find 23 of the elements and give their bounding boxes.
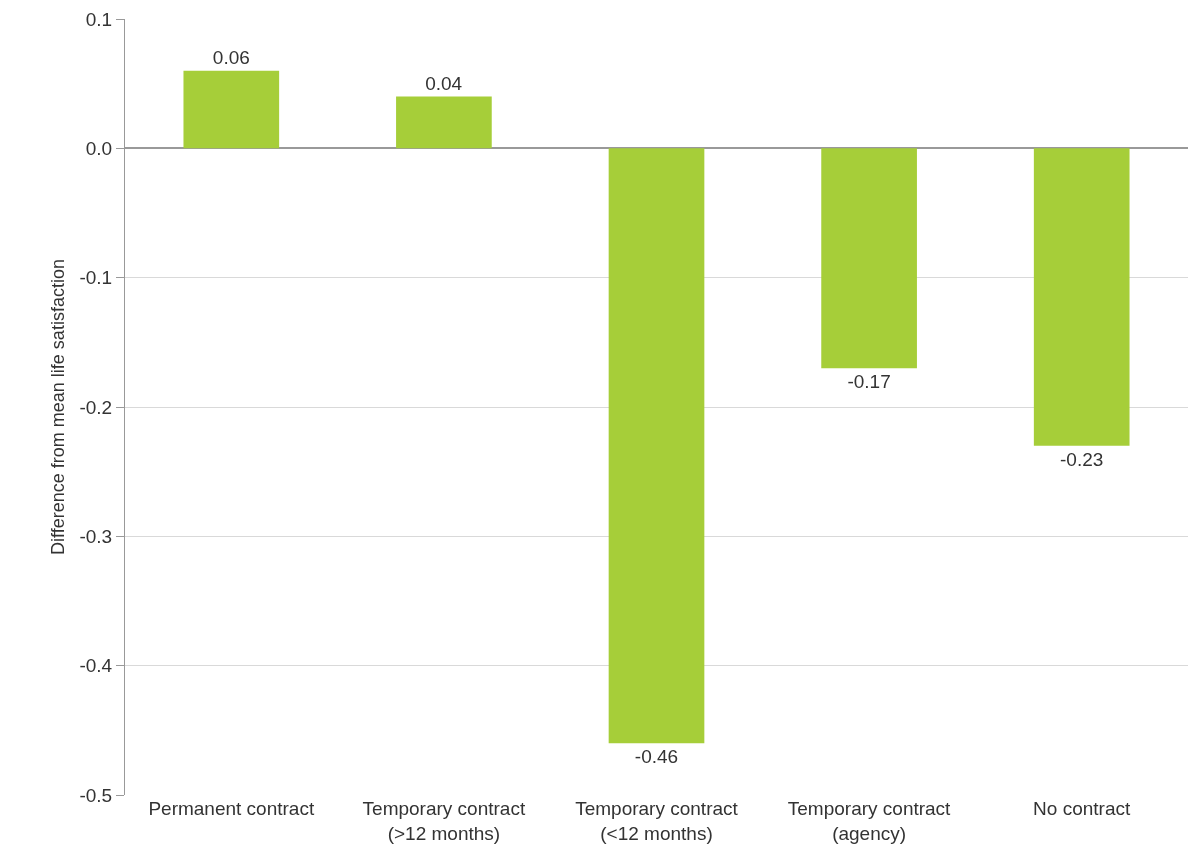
x-tick-label: No contract (1033, 798, 1131, 819)
x-tick-label: Temporary contract (agency) (787, 798, 952, 844)
bar (1033, 148, 1130, 446)
data-label: -0.46 (634, 746, 679, 768)
data-label: 0.04 (425, 72, 463, 94)
bar (608, 148, 705, 744)
y-axis-title: Difference from mean life satisfaction (47, 259, 68, 555)
y-tick-label: -0.5 (79, 784, 113, 806)
data-label: -0.23 (1060, 448, 1104, 470)
bar (821, 148, 917, 369)
data-label: 0.06 (212, 46, 250, 68)
bar (396, 96, 492, 149)
x-tick-label: Temporary contract (<12 months) (575, 798, 739, 844)
data-label: -0.17 (847, 371, 891, 393)
bar (183, 70, 280, 149)
y-tick-label: -0.1 (79, 267, 113, 289)
x-tick-label: Temporary contract (>12 months) (362, 798, 526, 844)
y-tick-label: -0.4 (79, 655, 113, 677)
y-tick-label: 0.1 (85, 8, 113, 30)
y-tick-label: -0.2 (79, 396, 113, 418)
y-tick-label: 0.0 (85, 137, 113, 159)
x-tick-label: Permanent contract (148, 798, 315, 819)
y-tick-label: -0.3 (79, 525, 113, 547)
